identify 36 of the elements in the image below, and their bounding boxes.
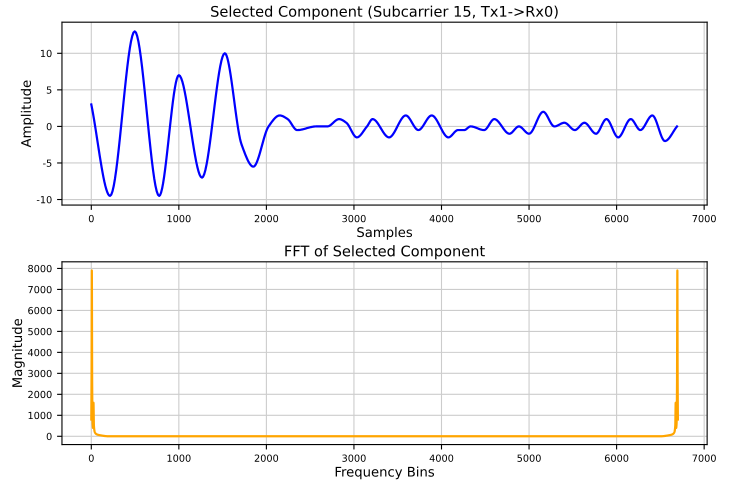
x-tick-label: 2000 [254, 214, 278, 222]
x-tick-label: 0 [88, 214, 94, 222]
x-tick-label: 1000 [168, 454, 191, 462]
y-tick-label: 6000 [28, 306, 52, 314]
x-tick-label: 5000 [517, 214, 541, 222]
x-axis-title: Samples [357, 226, 412, 240]
x-tick-label: 0 [88, 454, 94, 462]
x-tick-label: 2000 [254, 454, 278, 462]
y-tick-label: 3000 [28, 370, 52, 378]
x-tick-label: 1000 [168, 214, 191, 222]
y-tick-label: 0 [46, 122, 52, 130]
y-tick-label: 1000 [28, 412, 52, 420]
y-tick-label: 4000 [28, 348, 52, 356]
y-tick-label: -5 [43, 160, 52, 167]
x-tick-label: 6000 [604, 454, 628, 462]
x-axis-title: Frequency Bins [336, 466, 434, 480]
y-tick-label: 5000 [28, 328, 52, 336]
x-tick-label: 7000 [692, 214, 716, 222]
y-tick-label: 7000 [28, 286, 52, 294]
x-tick-label: 7000 [692, 454, 716, 462]
y-tick-label: -10 [36, 196, 52, 204]
chart-title: FFT of Selected Component [285, 245, 485, 260]
x-tick-label: 6000 [604, 214, 628, 222]
y-tick-label: 2000 [28, 390, 52, 398]
x-tick-label: 3000 [342, 454, 366, 462]
y-axis-title: Amplitude [20, 80, 34, 148]
y-axis-title: Magnitude [12, 318, 25, 387]
y-tick-label: 5 [46, 86, 52, 94]
chart-title: Selected Component (Subcarrier 15, Tx1->Rx0) [211, 6, 558, 20]
x-tick-label: 5000 [517, 454, 541, 462]
y-tick-label: 8000 [28, 264, 52, 272]
x-tick-label: 4000 [430, 454, 454, 462]
x-tick-label: 4000 [430, 214, 454, 222]
y-tick-label: 10 [40, 50, 52, 58]
x-tick-label: 3000 [342, 214, 366, 222]
y-tick-label: 0 [46, 432, 52, 440]
